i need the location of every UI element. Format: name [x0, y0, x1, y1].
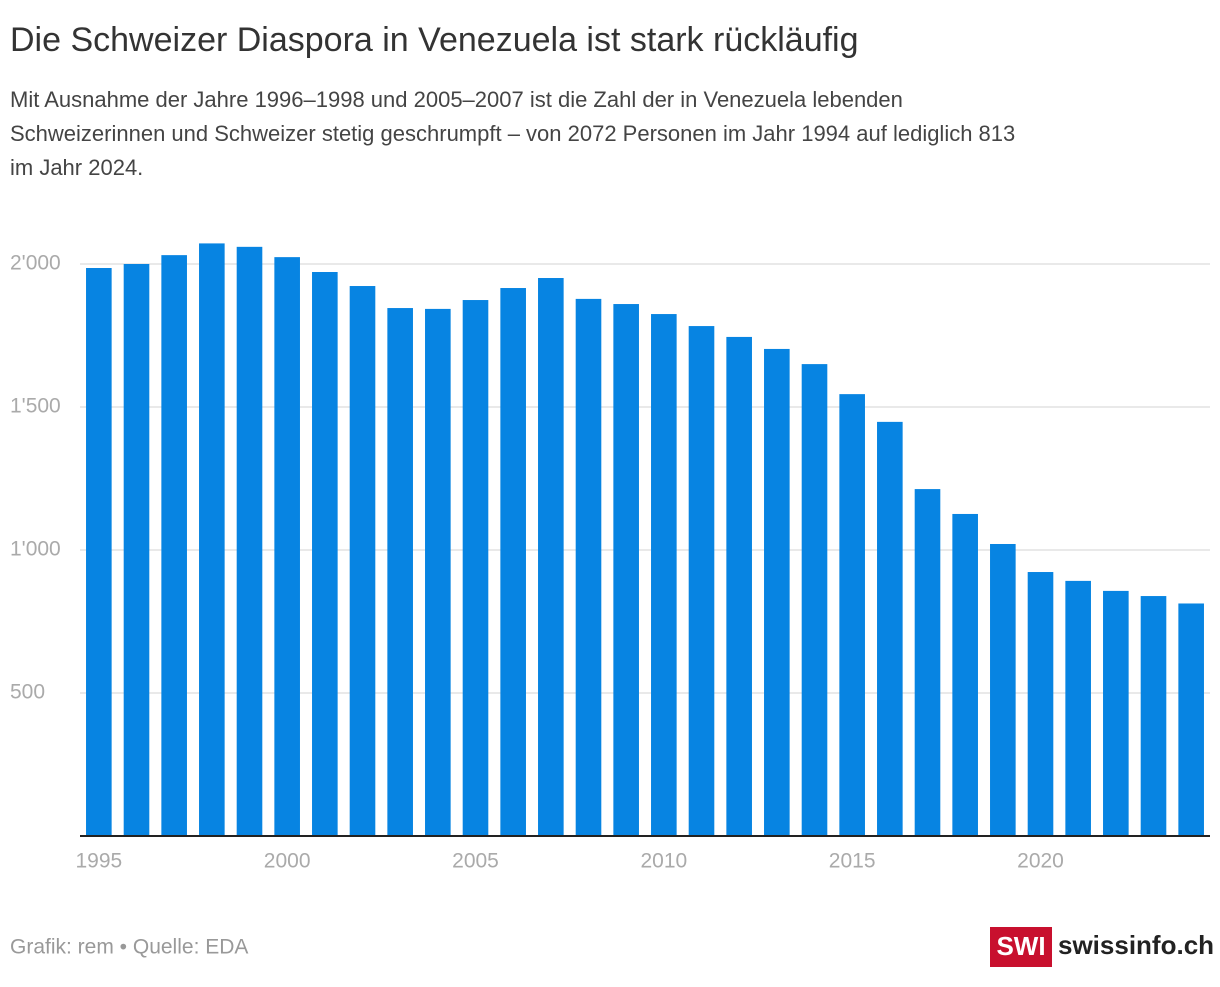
- bar: [274, 257, 300, 836]
- x-tick-label: 2015: [829, 850, 876, 873]
- logo-badge: SWI: [996, 931, 1045, 961]
- bar: [651, 314, 677, 836]
- y-tick-label: 2'000: [10, 252, 61, 275]
- bar: [349, 286, 376, 837]
- bar: [764, 348, 790, 836]
- x-tick-label: 2010: [640, 850, 687, 873]
- bar: [1140, 596, 1167, 836]
- bar: [688, 326, 715, 836]
- bar: [952, 513, 978, 836]
- bar: [538, 278, 564, 836]
- bar: [1027, 572, 1054, 836]
- x-tick-label: 2020: [1017, 850, 1064, 873]
- bar: [312, 272, 338, 836]
- bar: [387, 308, 413, 836]
- x-tick-label: 1995: [75, 850, 122, 873]
- logo-site: swissinfo.ch: [1058, 930, 1214, 960]
- bar: [500, 288, 526, 836]
- chart-subtitle: im Jahr 2024.: [10, 155, 143, 180]
- logo-badge-bg: [990, 927, 1052, 967]
- y-tick-label: 1'500: [10, 395, 61, 418]
- bar: [914, 489, 941, 836]
- bars: [86, 243, 1204, 837]
- bar: [613, 304, 639, 836]
- bar: [462, 300, 489, 836]
- y-tick-label: 1'000: [10, 538, 61, 561]
- bar: [877, 421, 903, 836]
- bar: [1103, 590, 1129, 836]
- bar: [123, 264, 150, 836]
- bar: [236, 246, 263, 837]
- x-tick-label: 2000: [264, 850, 311, 873]
- chart-subtitle: Mit Ausnahme der Jahre 1996–1998 und 200…: [10, 87, 903, 112]
- bar: [86, 268, 112, 836]
- bar: [199, 243, 225, 836]
- bar: [1178, 603, 1204, 836]
- bar: [1065, 580, 1091, 836]
- bar: [801, 364, 828, 836]
- x-tick-label: 2005: [452, 850, 499, 873]
- bar: [726, 336, 752, 836]
- bar: [839, 394, 865, 836]
- bar: [575, 298, 602, 837]
- source: Grafik: rem • Quelle: EDA: [10, 936, 248, 959]
- y-tick-label: 500: [10, 681, 45, 704]
- grid: 500 1'000 1'500 2'000 1995 2000 2005 2010 2015 20…: [10, 252, 1210, 873]
- chart-subtitle: Schweizerinnen und Schweizer stetig gesc…: [10, 121, 1015, 146]
- bar: [990, 543, 1016, 836]
- bar: [161, 255, 187, 836]
- bar: [425, 308, 451, 837]
- chart-title: Die Schweizer Diaspora in Venezuela ist …: [10, 21, 859, 59]
